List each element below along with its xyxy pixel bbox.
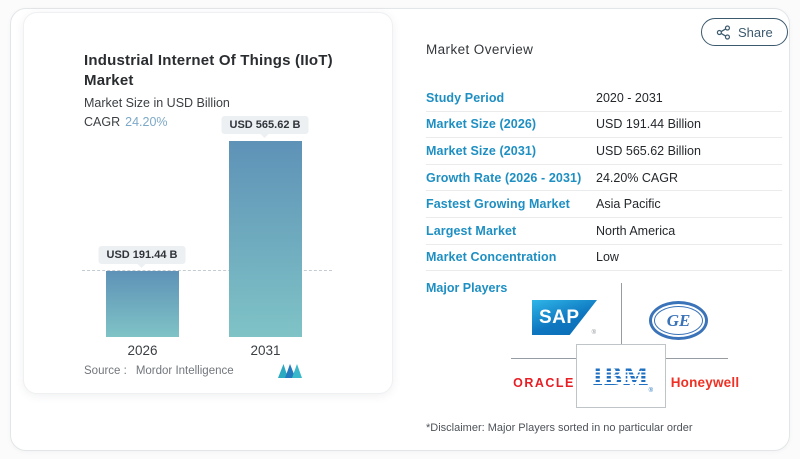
row-value: 24.20% CAGR [596, 170, 678, 185]
ge-logo-ring [654, 306, 703, 335]
ibm-logo: IBM ® [576, 344, 666, 408]
source-row: Source : Mordor Intelligence [84, 365, 234, 377]
players-divider-vertical [621, 283, 622, 344]
table-row: Fastest Growing Market Asia Pacific [426, 191, 782, 218]
share-label: Share [738, 24, 773, 40]
x-axis-label-2026: 2026 [127, 343, 158, 358]
x-axis-label-2031: 2031 [250, 343, 281, 358]
share-icon [716, 24, 731, 40]
market-widget-card: Industrial Internet Of Things (IIoT) Mar… [10, 8, 790, 451]
bar-value-pill-2026: USD 191.44 B [98, 246, 186, 264]
disclaimer: *Disclaimer: Major Players sorted in no … [426, 422, 693, 434]
chart-title: Industrial Internet Of Things (IIoT) Mar… [84, 52, 333, 89]
overview-table: Study Period 2020 - 2031 Market Size (20… [426, 85, 782, 272]
ge-logo: GE [649, 301, 708, 340]
share-button[interactable]: Share [701, 18, 788, 46]
sap-logo-shape: SAP [532, 300, 597, 335]
row-label: Fastest Growing Market [426, 197, 570, 212]
ibm-logo-text: IBM [592, 360, 650, 391]
row-label: Study Period [426, 90, 505, 105]
table-row: Market Concentration Low [426, 245, 782, 272]
reference-dashed-line [82, 270, 332, 271]
row-value: USD 191.44 Billion [596, 117, 701, 132]
bar-2031[interactable] [229, 141, 302, 337]
chart-panel: Industrial Internet Of Things (IIoT) Mar… [23, 12, 393, 394]
source-value: Mordor Intelligence [135, 365, 234, 377]
row-label: Market Concentration [426, 250, 557, 265]
table-row: Largest Market North America [426, 218, 782, 245]
cagr-value: 24.20% [125, 115, 168, 129]
row-value: USD 565.62 Billion [596, 143, 701, 158]
bar-value-pill-2031: USD 565.62 B [221, 116, 309, 134]
row-value: North America [596, 223, 676, 238]
row-value: 2020 - 2031 [596, 90, 663, 105]
table-row: Growth Rate (2026 - 2031) 24.20% CAGR [426, 165, 782, 192]
bar-chart-plot: USD 191.44 B USD 565.62 B [24, 13, 392, 337]
table-row: Market Size (2031) USD 565.62 Billion [426, 138, 782, 165]
sap-logo-text: SAP [539, 306, 580, 328]
sap-logo: SAP ® [532, 300, 597, 336]
sap-registered-mark: ® [591, 330, 596, 336]
row-label: Largest Market [426, 223, 517, 238]
overview-heading: Market Overview [426, 42, 534, 57]
cagr-label: CAGR [84, 115, 121, 129]
mordor-intelligence-logo-icon [277, 363, 303, 384]
row-value: Low [596, 250, 619, 265]
chart-subtitle: Market Size in USD Billion [84, 96, 230, 110]
oracle-logo: ORACLE [513, 376, 575, 390]
table-row: Market Size (2026) USD 191.44 Billion [426, 112, 782, 139]
row-label: Market Size (2026) [426, 117, 537, 132]
table-row: Study Period 2020 - 2031 [426, 85, 782, 112]
major-players-label: Major Players [426, 281, 508, 295]
row-value: Asia Pacific [596, 197, 661, 212]
row-label: Growth Rate (2026 - 2031) [426, 170, 582, 185]
source-label: Source : [84, 365, 127, 377]
ibm-registered-mark: ® [648, 388, 653, 394]
honeywell-logo: Honeywell [670, 375, 740, 390]
cagr-row: CAGR 24.20% [84, 115, 168, 129]
bar-2026[interactable] [106, 271, 179, 337]
row-label: Market Size (2031) [426, 143, 537, 158]
